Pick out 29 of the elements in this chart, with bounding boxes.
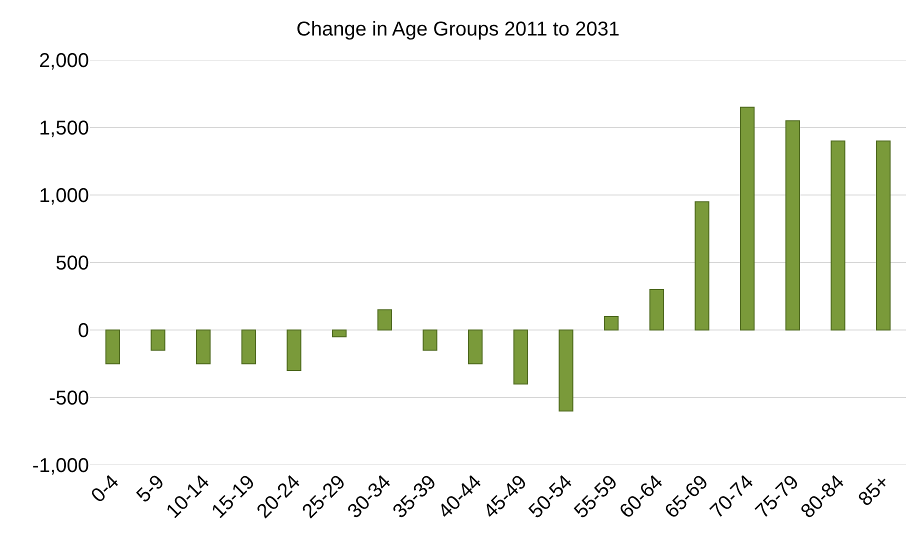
bar — [150, 330, 166, 351]
y-tick-label: 500 — [56, 252, 89, 274]
bar — [422, 330, 438, 351]
bar — [558, 330, 574, 412]
bar — [196, 330, 211, 364]
y-tick-label: -500 — [48, 388, 89, 410]
bar — [649, 289, 664, 330]
y-tick-label: -1,000 — [32, 455, 89, 477]
bar — [694, 201, 710, 330]
bar — [740, 106, 755, 330]
bar — [286, 330, 302, 371]
y-tick-label: 0 — [78, 320, 89, 342]
bar — [332, 330, 347, 338]
bar — [876, 140, 891, 330]
x-tick-label: 5-9 — [132, 471, 169, 508]
bar — [513, 330, 528, 384]
bar — [830, 140, 846, 330]
bar — [241, 330, 256, 364]
x-tick-label: 85+ — [854, 471, 894, 511]
y-tick-label: 1,000 — [38, 185, 89, 207]
y-tick-label: 1,500 — [38, 118, 89, 140]
x-tick-label: 0-4 — [87, 471, 124, 508]
y-tick-label: 2,000 — [38, 50, 89, 72]
bar — [604, 316, 619, 330]
bar — [785, 120, 800, 330]
bar — [105, 330, 120, 364]
bar — [377, 309, 392, 330]
bar — [468, 330, 483, 364]
chart-title: Change in Age Groups 2011 to 2031 — [296, 18, 620, 41]
